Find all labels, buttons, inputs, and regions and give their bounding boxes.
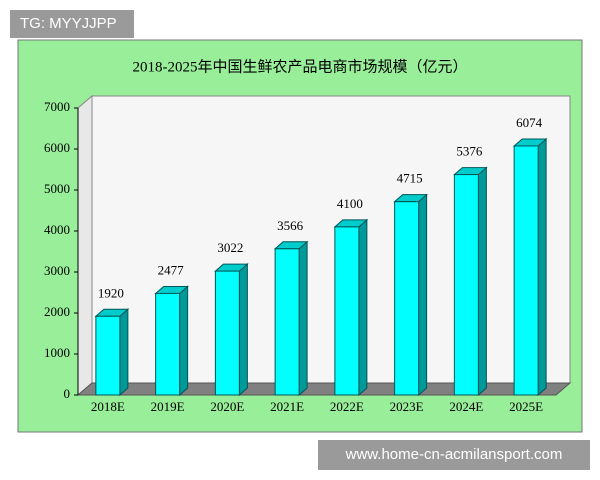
y-tick-label: 4000 (44, 222, 70, 237)
footer-box (318, 440, 590, 470)
bar-side (298, 240, 308, 397)
watermark-box (10, 10, 134, 38)
y-tick-label: 1000 (44, 345, 70, 360)
value-label: 5376 (456, 144, 483, 159)
bar-side (119, 308, 129, 397)
bar-side (179, 285, 189, 397)
footer-url: www.home-cn-acmilansport.com (345, 446, 563, 463)
side-wall (77, 94, 93, 397)
y-tick-label: 6000 (44, 140, 70, 155)
x-tick-label: 2023E (390, 399, 424, 414)
x-tick-label: 2018E (91, 399, 125, 414)
value-label: 2477 (158, 262, 185, 277)
bar (154, 285, 189, 397)
bar-front (453, 174, 479, 396)
x-tick-label: 2022E (330, 399, 364, 414)
y-tick-label: 0 (64, 386, 71, 401)
x-tick-label: 2020E (210, 399, 244, 414)
bar-side (418, 193, 428, 397)
y-tick-label: 7000 (44, 99, 70, 114)
value-label: 4715 (397, 171, 423, 186)
y-tick-label: 2000 (44, 304, 70, 319)
bar (453, 166, 488, 397)
bar-front (274, 248, 300, 396)
bar-front (155, 292, 181, 396)
bar (333, 218, 369, 397)
bar (393, 193, 428, 397)
watermark: TG: MYYJJPP (20, 15, 117, 32)
y-tick-label: 5000 (44, 181, 70, 196)
bar-side (238, 262, 248, 397)
value-label: 3566 (277, 218, 304, 233)
bar-front (394, 201, 420, 396)
bar (94, 308, 130, 397)
y-tick-label: 3000 (44, 263, 70, 278)
x-tick-label: 2021E (270, 399, 304, 414)
value-label: 1920 (98, 285, 124, 300)
value-label: 6074 (516, 115, 543, 130)
bar (214, 262, 249, 397)
bar-front (513, 145, 539, 396)
bar-side (358, 218, 368, 397)
x-tick-label: 2024E (449, 399, 483, 414)
x-tick-label: 2019E (151, 399, 185, 414)
value-label: 4100 (337, 196, 363, 211)
bar-front (214, 270, 240, 396)
floor (76, 382, 572, 396)
bar-front (334, 226, 360, 396)
value-label: 3022 (217, 240, 243, 255)
bar-front (95, 315, 121, 396)
bar (512, 137, 548, 397)
chart-title: 2018-2025年中国生鲜农产品电商市场规模（亿元） (133, 58, 468, 75)
x-tick-label: 2025E (509, 399, 543, 414)
bar-side (537, 137, 547, 397)
bar (273, 240, 309, 397)
bar-side (477, 166, 487, 397)
